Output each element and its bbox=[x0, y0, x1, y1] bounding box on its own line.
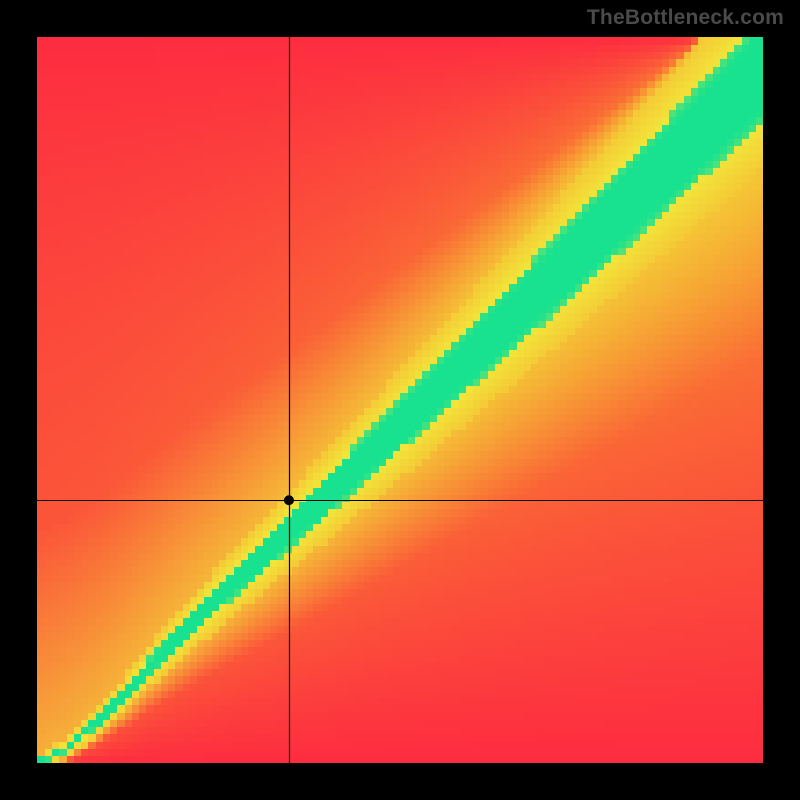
chart-container: TheBottleneck.com bbox=[0, 0, 800, 800]
watermark-text: TheBottleneck.com bbox=[587, 6, 784, 30]
heatmap-canvas bbox=[37, 37, 763, 763]
heatmap-plot bbox=[37, 37, 763, 763]
